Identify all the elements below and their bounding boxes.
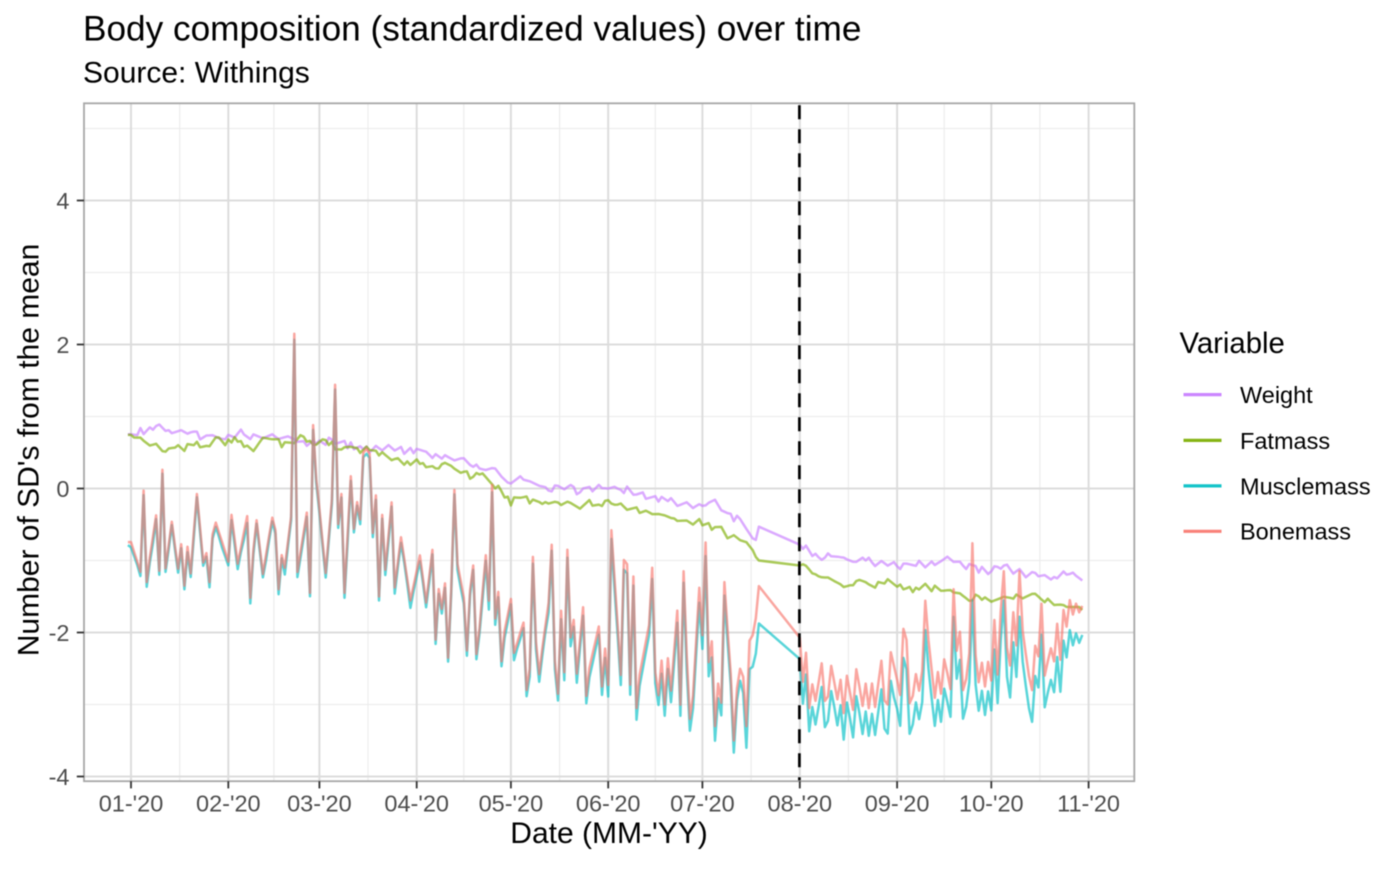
svg-text:03-'20: 03-'20 <box>287 791 352 817</box>
svg-text:06-'20: 06-'20 <box>576 791 641 817</box>
svg-text:Number of SD's from the mean: Number of SD's from the mean <box>13 244 46 657</box>
svg-text:0: 0 <box>56 476 69 502</box>
svg-text:04-'20: 04-'20 <box>384 791 449 817</box>
svg-text:Body composition (standardized: Body composition (standardized values) o… <box>83 10 861 49</box>
svg-text:-2: -2 <box>49 620 70 646</box>
svg-text:-4: -4 <box>49 764 70 790</box>
svg-text:10-'20: 10-'20 <box>959 791 1024 817</box>
svg-text:05-'20: 05-'20 <box>479 791 544 817</box>
svg-text:11-'20: 11-'20 <box>1057 791 1120 817</box>
svg-text:Date (MM-'YY): Date (MM-'YY) <box>510 817 707 850</box>
svg-text:4: 4 <box>56 188 69 214</box>
svg-text:07-'20: 07-'20 <box>670 791 735 817</box>
svg-text:Variable: Variable <box>1180 327 1285 360</box>
svg-text:2: 2 <box>56 332 69 358</box>
svg-text:Musclemass: Musclemass <box>1240 473 1371 499</box>
svg-text:08-'20: 08-'20 <box>768 791 833 817</box>
svg-text:Weight: Weight <box>1240 382 1313 408</box>
svg-text:Source: Withings: Source: Withings <box>83 57 310 90</box>
svg-text:09-'20: 09-'20 <box>865 791 930 817</box>
svg-text:Fatmass: Fatmass <box>1240 428 1330 454</box>
svg-text:Bonemass: Bonemass <box>1240 519 1351 545</box>
svg-text:02-'20: 02-'20 <box>196 791 261 817</box>
svg-text:01-'20: 01-'20 <box>99 791 164 817</box>
